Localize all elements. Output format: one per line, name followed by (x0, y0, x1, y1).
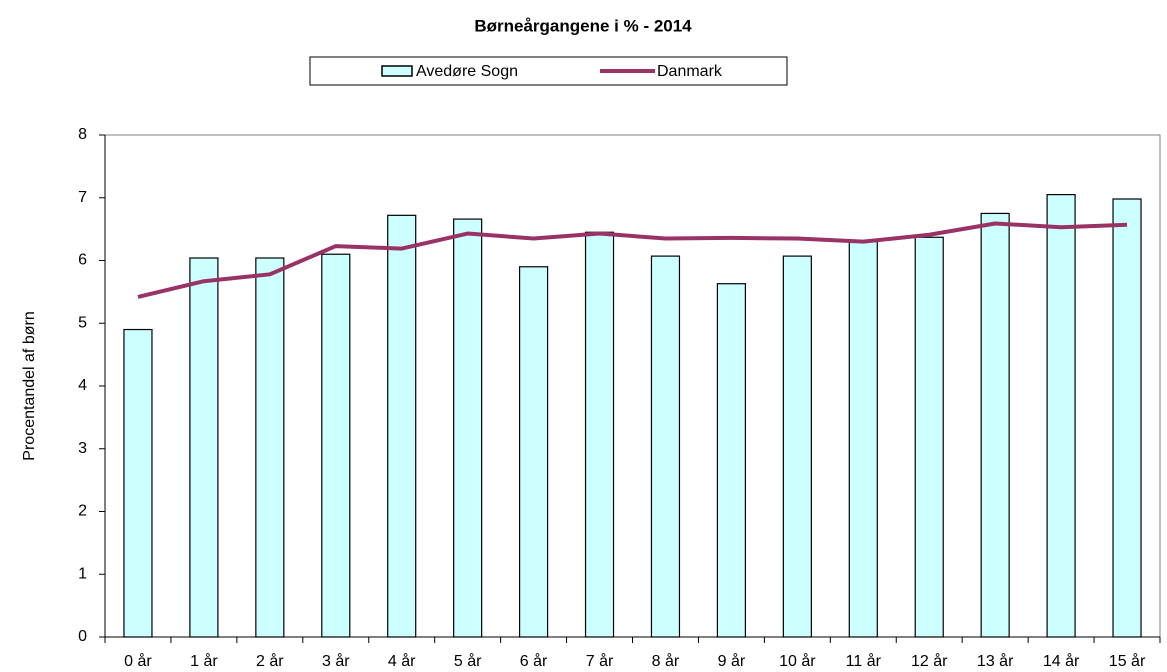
bar (716, 283, 747, 638)
chart-title: Børneårgangene i % - 2014 (474, 16, 692, 35)
x-tick-label: 3 år (322, 652, 350, 670)
bar (255, 257, 285, 638)
x-tick-label: 0 år (124, 652, 152, 670)
x-tick-label: 11 år (846, 652, 882, 670)
x-tick-label: 6 år (520, 652, 548, 670)
x-tick-label: 8 år (652, 652, 680, 670)
x-tick-label: 2 år (256, 652, 284, 670)
legend-label: Avedøre Sogn (416, 63, 518, 80)
x-tick-label: 1 år (190, 652, 218, 670)
legend-label: Danmark (657, 63, 723, 80)
y-axis-label: Procentandel af børn (21, 311, 38, 460)
y-tick-label: 4 (78, 377, 87, 394)
x-tick-label: 7 år (586, 652, 614, 670)
x-tick-label: 10 år (779, 652, 816, 670)
x-tick-label: 9 år (718, 652, 746, 670)
y-tick-label: 7 (78, 189, 87, 206)
bar (123, 328, 153, 638)
bar (980, 212, 1010, 638)
y-tick-label: 6 (78, 252, 87, 269)
x-tick-label: 14 år (1043, 652, 1080, 670)
legend-swatch (381, 65, 413, 77)
x-tick-label: 13 år (977, 652, 1014, 670)
y-tick-label: 5 (78, 314, 87, 331)
y-tick-label: 0 (78, 628, 87, 645)
bar (1046, 194, 1076, 638)
bar (650, 255, 681, 638)
line (137, 221, 1128, 299)
bar (848, 241, 878, 638)
bar (914, 236, 944, 638)
x-tick-label: 5 år (454, 652, 482, 670)
bar (518, 266, 549, 638)
y-tick-label: 1 (78, 565, 87, 582)
bar (387, 214, 417, 638)
y-tick-label: 8 (78, 126, 87, 143)
bar (321, 253, 351, 638)
bar (1112, 198, 1142, 638)
y-tick-label: 2 (78, 503, 87, 520)
bar (453, 218, 483, 638)
y-tick-label: 3 (78, 440, 87, 457)
x-tick-label: 4 år (388, 652, 416, 670)
bar (584, 231, 615, 638)
x-tick-label: 15 år (1109, 652, 1146, 670)
bar (782, 255, 812, 638)
bar (189, 257, 219, 638)
x-tick-label: 12 år (911, 652, 948, 670)
